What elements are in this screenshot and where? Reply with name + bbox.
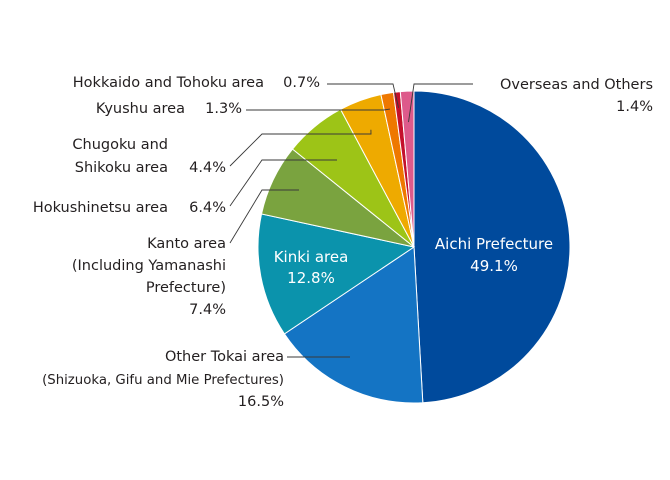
- leader-kyushu: [246, 108, 390, 111]
- label-hokkaido-name: Hokkaido and Tohoku area: [73, 75, 264, 91]
- leader-chugoku-shikoku: [229, 129, 372, 167]
- label-other-tokai-name: Other Tokai area: [165, 349, 284, 365]
- label-hokushinetsu-value: 6.4%: [189, 200, 226, 216]
- label-hokkaido-value: 0.7%: [283, 75, 320, 91]
- label-hokushinetsu-name: Hokushinetsu area: [33, 200, 168, 216]
- label-overseas-name: Overseas and Others: [500, 77, 653, 93]
- leader-kanto: [229, 189, 299, 244]
- pie-slice-aichi: [413, 90, 571, 404]
- label-kyushu-name: Kyushu area: [96, 101, 185, 117]
- leader-hokushinetsu: [229, 159, 337, 207]
- label-kanto-name-line1: Kanto area: [147, 236, 226, 252]
- pie-slice-kinki: [257, 213, 416, 335]
- label-other-tokai-sublabel: (Shizuoka, Gifu and Mie Prefectures): [42, 373, 284, 388]
- label-overseas-value: 1.4%: [616, 99, 653, 115]
- label-chugoku-name-line2: Shikoku area: [75, 160, 168, 176]
- label-kanto-name-line3: Prefecture): [146, 280, 226, 296]
- label-kanto-value: 7.4%: [189, 302, 226, 318]
- leader-hokkaido-tohoku: [327, 83, 400, 108]
- label-kinki-value: 12.8%: [287, 269, 335, 287]
- pie-slices: [257, 90, 571, 404]
- label-chugoku-name-line1: Chugoku and: [72, 137, 168, 153]
- label-kinki-name: Kinki area: [274, 248, 349, 266]
- leader-lines: [229, 83, 473, 358]
- label-aichi-value: 49.1%: [470, 257, 518, 275]
- label-chugoku-value: 4.4%: [189, 160, 226, 176]
- pie-slice-other-tokai: [283, 246, 424, 404]
- label-kyushu-value: 1.3%: [205, 101, 242, 117]
- label-other-tokai-value: 16.5%: [238, 394, 284, 410]
- label-aichi-name: Aichi Prefecture: [435, 235, 553, 253]
- pie-slice-overseas: [399, 90, 415, 248]
- label-kanto-name-line2: (Including Yamanashi: [72, 258, 226, 274]
- leader-overseas: [408, 83, 473, 123]
